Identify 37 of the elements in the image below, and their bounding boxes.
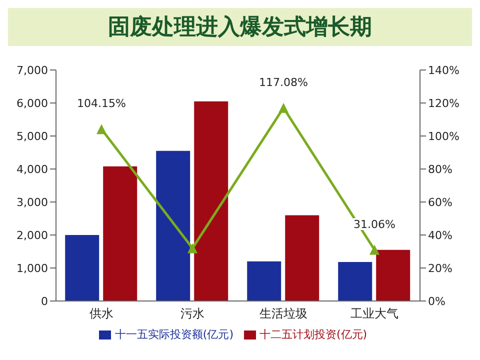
- y2-tick-label: 40%: [428, 228, 452, 242]
- y2-tick-label: 60%: [428, 196, 452, 209]
- legend-label: 十二五计划投资(亿元): [260, 328, 368, 341]
- bar: [194, 101, 228, 301]
- chart-title: 固废处理进入爆发式增长期: [8, 8, 472, 46]
- y-tick-label: 5,000: [16, 130, 48, 143]
- x-tick-label: 工业大气: [350, 306, 398, 321]
- y-tick-label: 7,000: [16, 64, 48, 77]
- y2-tick-label: 100%: [428, 130, 460, 143]
- y2-tick-label: 20%: [428, 262, 452, 275]
- point: [370, 244, 380, 255]
- y2-tick-label: 120%: [428, 96, 460, 110]
- y-tick-label: 4,000: [16, 162, 48, 176]
- y-tick-label: 2,000: [16, 228, 48, 242]
- bar: [156, 150, 190, 301]
- bar: [285, 215, 320, 301]
- x-tick-label: 生活垃圾: [260, 306, 308, 321]
- data-label: 117.08%: [259, 76, 308, 89]
- x-tick-label: 供水: [90, 306, 114, 321]
- y-tick-label: 1,000: [16, 262, 48, 275]
- y-tick-label: 3,000: [16, 196, 48, 209]
- bar: [247, 261, 282, 301]
- bar: [103, 166, 138, 301]
- data-label: 104.15%: [77, 97, 126, 110]
- y2-tick-label: 80%: [428, 162, 452, 176]
- y-tick-label: 0: [41, 294, 48, 308]
- y2-tick-label: 0%: [428, 294, 446, 308]
- y2-tick-label: 140%: [428, 64, 460, 77]
- legend-label: 十一五实际投资额(亿元): [114, 328, 234, 341]
- point: [188, 243, 198, 254]
- y-tick-label: 6,000: [16, 96, 48, 110]
- point: [96, 124, 106, 134]
- x-tick-label: 污水: [180, 306, 204, 321]
- bar: [65, 235, 100, 301]
- point: [278, 102, 288, 113]
- bar: [376, 250, 410, 301]
- bar: [338, 262, 372, 301]
